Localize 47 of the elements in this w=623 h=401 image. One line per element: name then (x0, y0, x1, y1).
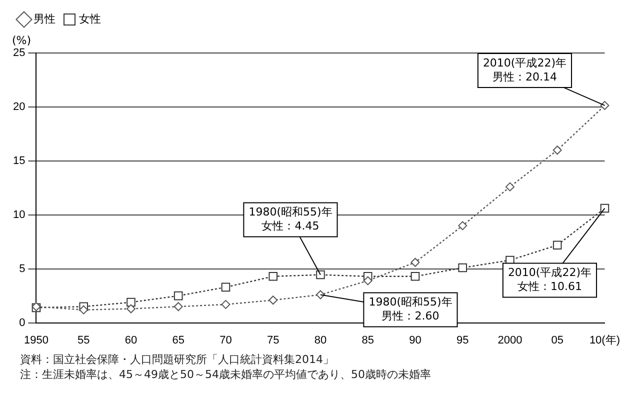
x-tick-label: 60 (124, 334, 138, 346)
point (316, 290, 325, 300)
point (505, 182, 514, 192)
x-tick-label: 70 (220, 334, 232, 346)
x-tick-label: 80 (314, 334, 327, 346)
text: 資料：国立社会保障・人口問題研究所「人口統計資料集2014」 (20, 352, 335, 367)
y-tick-label: 5 (19, 262, 26, 275)
x-tick-label: 85 (362, 334, 374, 346)
point (552, 240, 562, 250)
x-tick-label: 95 (456, 334, 469, 346)
annotation: 1980(昭和55)年男性：2.60 (368, 296, 452, 323)
point (458, 221, 468, 230)
x-tick-label: 75 (266, 334, 280, 346)
x-tick-label: 55 (77, 334, 90, 346)
point (174, 302, 183, 312)
x-tick-label: 2000 (498, 334, 522, 346)
point (126, 304, 136, 314)
point (126, 298, 136, 307)
x-tick-label: 05 (551, 334, 564, 346)
legend-label: 女性 (79, 14, 101, 26)
x-tick-label: 65 (172, 334, 184, 346)
y-tick-label: 10 (12, 208, 26, 221)
point (79, 305, 88, 314)
annotation: 2010(平成22)年男性：20.14 (482, 56, 567, 84)
y-tick-label: 15 (12, 154, 26, 167)
x-tick-label: 90 (409, 334, 422, 346)
annotation: 2010(平成22)年女性：10.61 (508, 266, 592, 294)
point (458, 263, 467, 272)
point (316, 270, 325, 280)
y-axis-title: (%) (12, 34, 32, 47)
x-tick-label: 10(年) (589, 334, 620, 346)
point (410, 272, 420, 281)
point (221, 282, 230, 292)
point (268, 296, 278, 305)
point (268, 272, 278, 281)
point (363, 276, 372, 286)
point (221, 300, 230, 309)
point (410, 258, 420, 267)
point (174, 291, 183, 300)
x-tick-label: 1950 (24, 334, 48, 346)
y-tick-label: 0 (19, 316, 26, 329)
text: 注：生涯未婚率は、45～49歳と50～54歳未婚率の平均値であり、50歳時の未婚率 (20, 367, 432, 382)
y-tick-label: 20 (12, 100, 26, 113)
point (552, 146, 562, 155)
legend-label: 男性 (34, 14, 56, 26)
y-tick-label: 25 (12, 47, 26, 60)
annotation: 1980(昭和55)年女性：4.45 (248, 206, 332, 233)
